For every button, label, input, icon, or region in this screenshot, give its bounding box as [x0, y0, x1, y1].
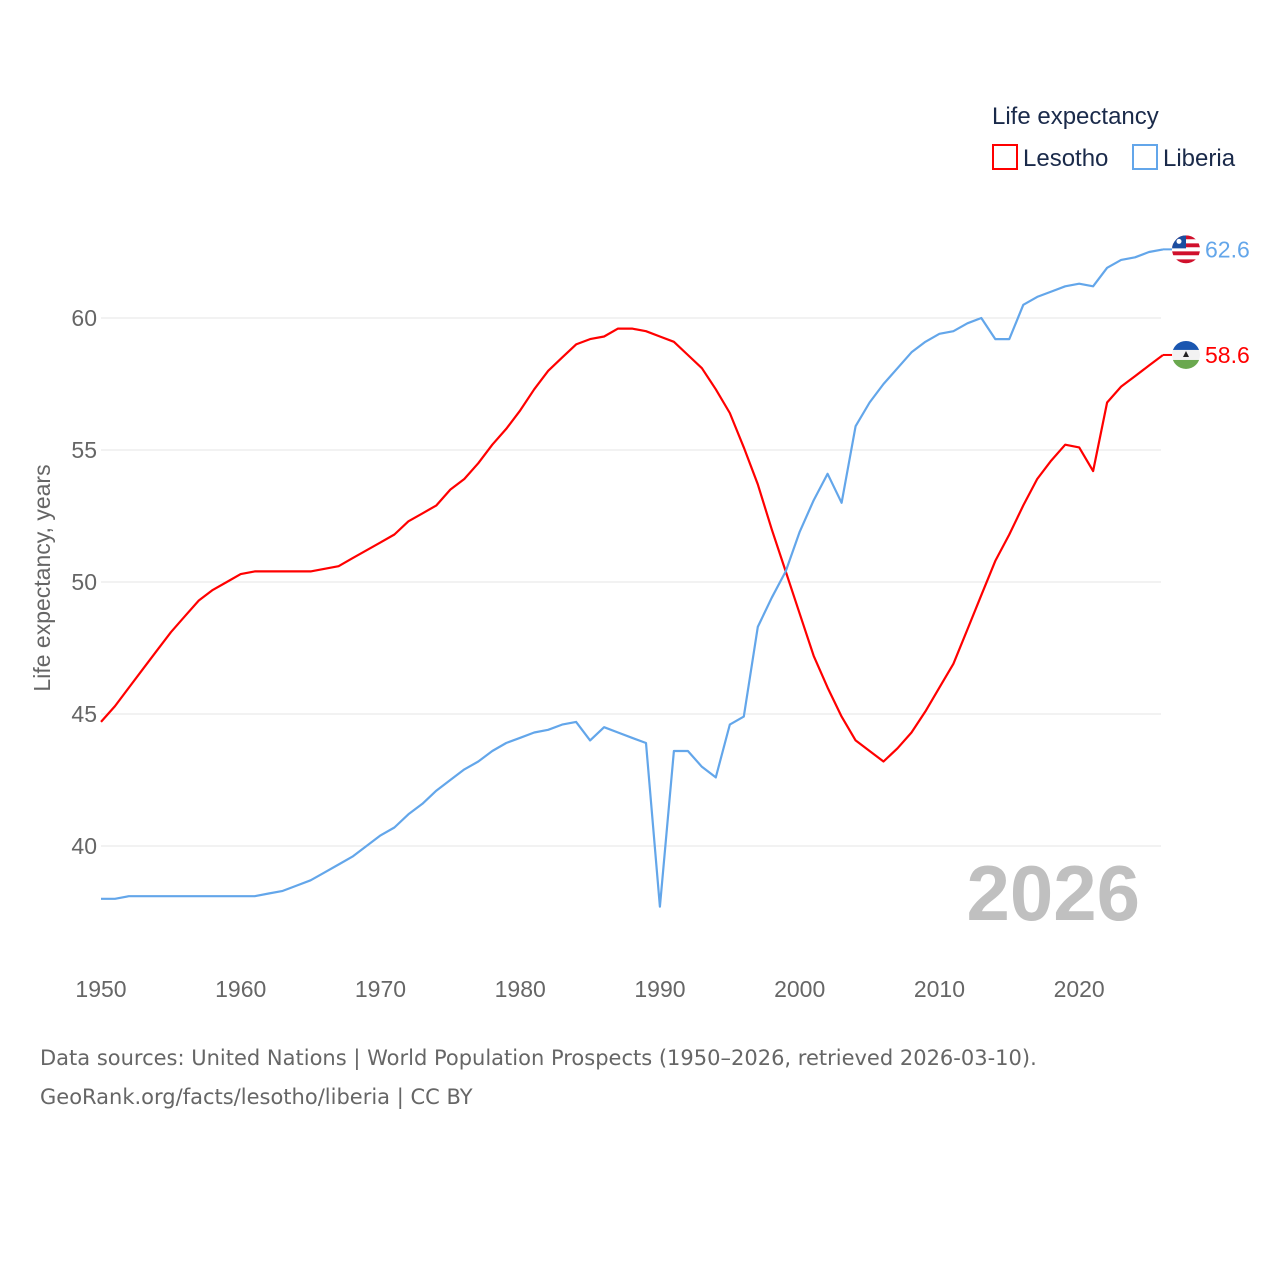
legend-label-liberia: Liberia [1163, 145, 1236, 172]
source-link[interactable]: GeoRank.org/facts/lesotho/liberia | CC B… [40, 1085, 473, 1109]
legend-swatch-lesotho [992, 144, 1018, 170]
x-tick-label: 1990 [634, 976, 685, 1002]
legend-label-lesotho: Lesotho [1023, 145, 1108, 172]
data-source-text: Data sources: United Nations | World Pop… [40, 1046, 1037, 1070]
year-watermark: 2026 [966, 849, 1140, 937]
x-tick-label: 2000 [774, 976, 825, 1002]
x-tick-label: 1980 [495, 976, 546, 1002]
x-tick-label: 2010 [914, 976, 965, 1002]
legend-swatch-liberia [1132, 144, 1158, 170]
end-value-label-liberia: 62.6 [1205, 236, 1250, 262]
y-tick-label: 45 [71, 701, 97, 727]
end-value-label-lesotho: 58.6 [1205, 342, 1250, 368]
lesotho-flag-icon [1172, 340, 1200, 369]
series-line-liberia [101, 248, 1164, 908]
liberia-flag-icon [1172, 235, 1200, 264]
legend-title: Life expectancy [992, 103, 1159, 130]
x-tick-label: 1950 [75, 976, 126, 1002]
series-line-lesotho [100, 327, 1164, 763]
y-tick-label: 50 [71, 569, 97, 595]
y-axis-title: Life expectancy, years [29, 464, 55, 691]
y-tick-label: 55 [71, 437, 97, 463]
y-tick-label: 40 [71, 833, 97, 859]
x-tick-label: 1970 [355, 976, 406, 1002]
y-tick-label: 60 [71, 305, 97, 331]
x-tick-label: 1960 [215, 976, 266, 1002]
x-tick-label: 2020 [1054, 976, 1105, 1002]
